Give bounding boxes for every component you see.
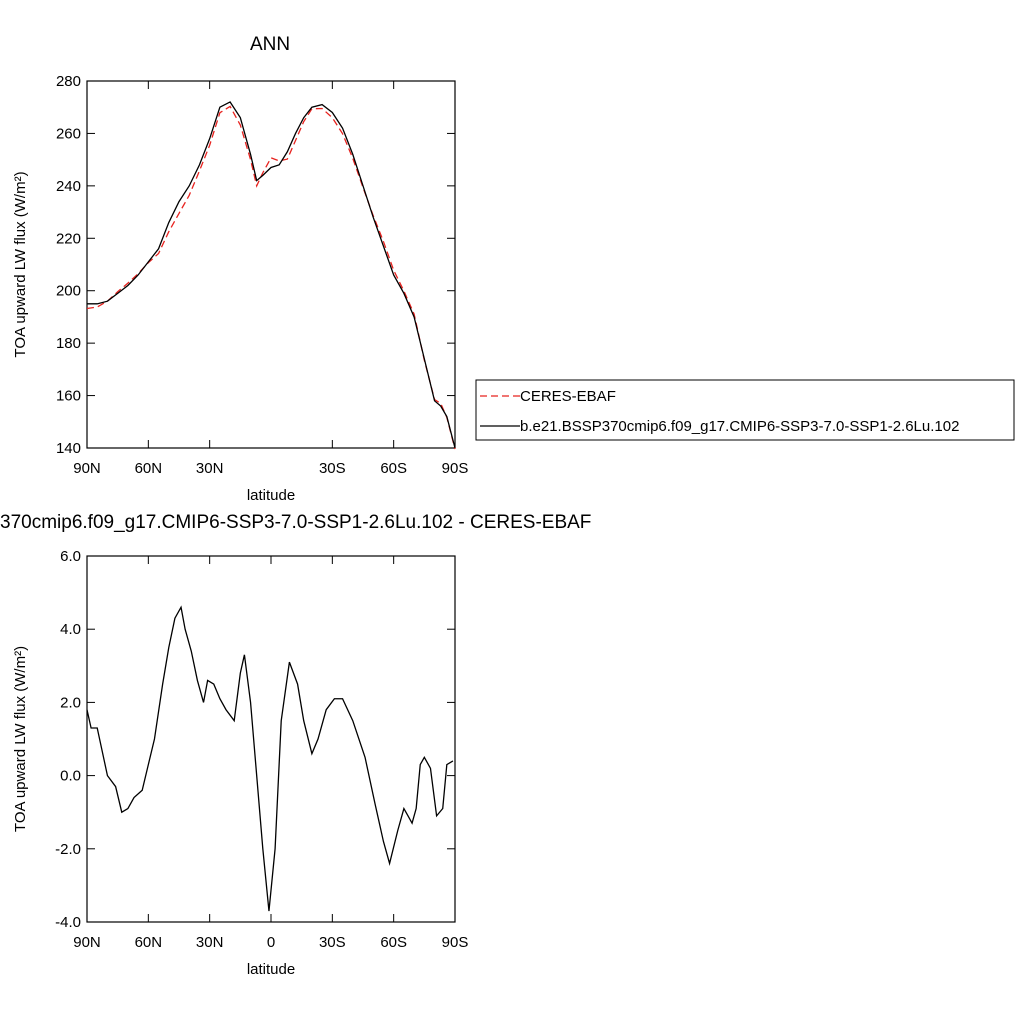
y-tick-label: 140: [56, 440, 81, 457]
x-tick-label: 30N: [196, 460, 224, 477]
x-tick-label: 60N: [135, 460, 163, 477]
x-tick-label: 30N: [196, 934, 224, 951]
y-tick-label: -2.0: [55, 841, 81, 858]
data-line: [87, 101, 456, 449]
y-tick-label: 6.0: [60, 548, 81, 565]
x-axis-label: latitude: [247, 961, 295, 978]
x-tick-label: 0: [267, 934, 275, 951]
y-tick-label: 0.0: [60, 768, 81, 785]
x-tick-label: 90S: [442, 460, 469, 477]
x-tick-label: 30S: [319, 934, 346, 951]
y-tick-label: -4.0: [55, 914, 81, 931]
x-axis-label: latitude: [247, 487, 295, 504]
data-line: [86, 605, 454, 912]
y-tick-label: 4.0: [60, 621, 81, 638]
plot-frame: [86, 555, 456, 923]
y-tick-label: 220: [56, 230, 81, 247]
x-tick-label: 60S: [380, 934, 407, 951]
x-tick-label: 60N: [135, 934, 163, 951]
x-tick-label: 30S: [319, 460, 346, 477]
legend-label: CERES-EBAF: [520, 388, 616, 405]
y-tick-label: 200: [56, 283, 81, 300]
legend-label: b.e21.BSSP370cmip6.f09_g17.CMIP6-SSP3-7.…: [520, 418, 959, 435]
x-tick-label: 90N: [73, 460, 101, 477]
legend-box: [475, 379, 1015, 441]
y-tick-label: 280: [56, 73, 81, 90]
y-tick-label: 180: [56, 335, 81, 352]
y-tick-label: 240: [56, 178, 81, 195]
x-tick-label: 60S: [380, 460, 407, 477]
chart-title: 370cmip6.f09_g17.CMIP6-SSP3-7.0-SSP1-2.6…: [0, 512, 591, 533]
y-tick-label: 260: [56, 125, 81, 142]
y-tick-label: 160: [56, 388, 81, 405]
y-axis-label: TOA upward LW flux (W/m²): [12, 171, 29, 357]
data-line: [86, 105, 456, 450]
y-axis-label: TOA upward LW flux (W/m²): [12, 646, 29, 832]
x-tick-label: 90S: [442, 934, 469, 951]
x-tick-label: 90N: [73, 934, 101, 951]
plot-frame: [86, 80, 456, 449]
chart-title: ANN: [250, 34, 290, 55]
y-tick-label: 2.0: [60, 694, 81, 711]
